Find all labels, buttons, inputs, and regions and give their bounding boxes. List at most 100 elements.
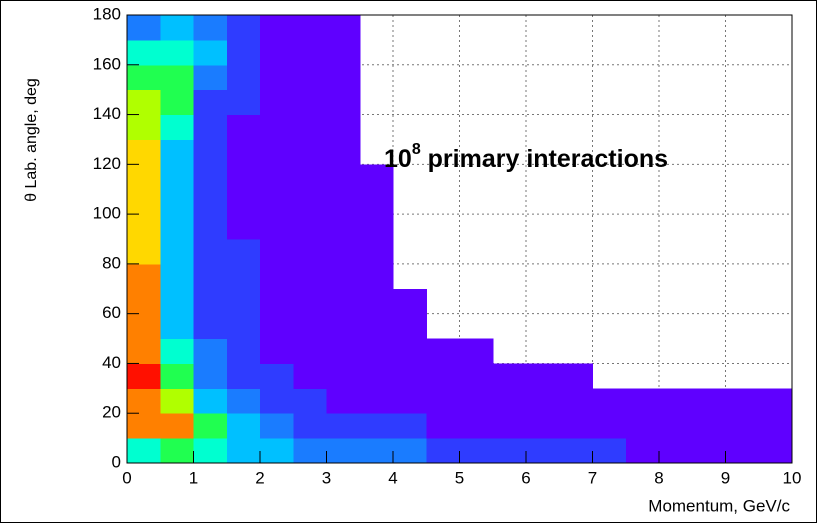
heatmap-cell bbox=[725, 413, 760, 439]
x-tick-label: 4 bbox=[388, 468, 397, 487]
heatmap-cell bbox=[127, 164, 161, 190]
annotation-text: primary interactions bbox=[421, 145, 668, 173]
heatmap-cell bbox=[160, 313, 194, 340]
heatmap-cell bbox=[625, 413, 660, 439]
heatmap-cell bbox=[160, 413, 194, 439]
heatmap-cell bbox=[260, 164, 294, 190]
heatmap-cell bbox=[725, 388, 760, 414]
heatmap-cell bbox=[127, 363, 161, 389]
heatmap-cell bbox=[260, 15, 294, 41]
heatmap-cell bbox=[293, 214, 327, 240]
heatmap-cell bbox=[127, 313, 161, 340]
x-tick-label: 5 bbox=[455, 468, 464, 487]
y-axis-title: θ Lab. angle, deg bbox=[23, 78, 40, 202]
heatmap-cell bbox=[193, 363, 228, 389]
heatmap-cell bbox=[193, 114, 228, 140]
heatmap-cell bbox=[326, 214, 361, 240]
heatmap-cell bbox=[160, 363, 194, 389]
heatmap-cell bbox=[758, 413, 793, 439]
x-tick-label: 9 bbox=[721, 468, 730, 487]
heatmap-cell bbox=[193, 164, 228, 190]
heatmap-cell bbox=[293, 338, 327, 364]
heatmap-cell bbox=[160, 164, 194, 190]
heatmap-cell bbox=[326, 139, 361, 165]
heatmap-cell bbox=[226, 338, 261, 364]
x-tick-label: 0 bbox=[122, 468, 131, 487]
heatmap-cell bbox=[692, 438, 726, 464]
heatmap-cell bbox=[160, 15, 194, 41]
heatmap-cell bbox=[193, 239, 228, 265]
heatmap-cell bbox=[260, 438, 294, 464]
heatmap-cell bbox=[127, 413, 161, 439]
x-tick-label: 6 bbox=[521, 468, 530, 487]
annotation-base: 10 bbox=[384, 145, 412, 173]
heatmap-cell bbox=[226, 313, 261, 340]
heatmap-cell bbox=[193, 89, 228, 116]
heatmap-cell bbox=[492, 413, 527, 439]
heatmap-cell bbox=[193, 438, 228, 464]
heatmap-cell bbox=[160, 214, 194, 240]
heatmap-cell bbox=[359, 239, 394, 265]
heatmap-cell bbox=[725, 438, 760, 464]
x-tick-label: 7 bbox=[588, 468, 597, 487]
heatmap-cell bbox=[160, 338, 194, 364]
heatmap-cell bbox=[359, 338, 394, 364]
heatmap-cell bbox=[326, 114, 361, 140]
heatmap-cell bbox=[758, 388, 793, 414]
heatmap-cell bbox=[492, 388, 527, 414]
heatmap-cell bbox=[260, 388, 294, 414]
y-tick-label: 140 bbox=[93, 104, 121, 123]
heatmap-cell bbox=[625, 388, 660, 414]
heatmap-cell bbox=[193, 189, 228, 215]
heatmap-cell bbox=[359, 164, 394, 190]
heatmap-cell bbox=[359, 189, 394, 215]
heatmap-cell bbox=[393, 338, 427, 364]
heatmap-cell bbox=[326, 89, 361, 116]
heatmap-cell bbox=[293, 288, 327, 315]
heatmap-cell bbox=[359, 438, 394, 464]
heatmap-cell bbox=[293, 239, 327, 265]
annotation-exponent: 8 bbox=[412, 141, 421, 158]
heatmap-cell bbox=[326, 438, 361, 464]
heatmap-cell bbox=[393, 313, 427, 340]
heatmap-cell bbox=[326, 288, 361, 315]
heatmap-cell bbox=[426, 338, 460, 364]
heatmap-cell bbox=[459, 388, 494, 414]
heatmap-cell bbox=[226, 39, 261, 66]
heatmap-cell bbox=[260, 189, 294, 215]
x-tick-label: 10 bbox=[783, 468, 802, 487]
heatmap-cell bbox=[692, 413, 726, 439]
heatmap-cell bbox=[193, 288, 228, 315]
heatmap-cell bbox=[492, 363, 527, 389]
heatmap-cell bbox=[359, 388, 394, 414]
heatmap-cell bbox=[260, 139, 294, 165]
heatmap-cell bbox=[559, 413, 593, 439]
heatmap-cell bbox=[193, 263, 228, 290]
x-tick-label: 8 bbox=[654, 468, 663, 487]
y-tick-label: 160 bbox=[93, 54, 121, 73]
heatmap-cell bbox=[293, 139, 327, 165]
y-tick-label: 120 bbox=[93, 154, 121, 173]
heatmap-cell bbox=[127, 338, 161, 364]
heatmap-cell bbox=[127, 288, 161, 315]
heatmap-cell bbox=[226, 114, 261, 140]
heatmap-cell bbox=[526, 438, 560, 464]
heatmap-cell bbox=[459, 413, 494, 439]
heatmap-cell bbox=[326, 164, 361, 190]
heatmap-cell bbox=[426, 388, 460, 414]
y-tick-label: 60 bbox=[102, 303, 121, 322]
y-tick-label: 40 bbox=[102, 353, 121, 372]
heatmap-cell bbox=[526, 388, 560, 414]
heatmap-cell bbox=[492, 438, 527, 464]
y-tick-label: 0 bbox=[112, 452, 121, 471]
heatmap-cell bbox=[326, 388, 361, 414]
heatmap-cell bbox=[559, 438, 593, 464]
heatmap-cell bbox=[326, 39, 361, 66]
heatmap-cell bbox=[260, 338, 294, 364]
heatmap-cell bbox=[260, 313, 294, 340]
heatmap-cell bbox=[426, 413, 460, 439]
heatmap-cell bbox=[526, 363, 560, 389]
heatmap-cell bbox=[160, 89, 194, 116]
heatmap-cell bbox=[127, 263, 161, 290]
heatmap-cell bbox=[526, 413, 560, 439]
